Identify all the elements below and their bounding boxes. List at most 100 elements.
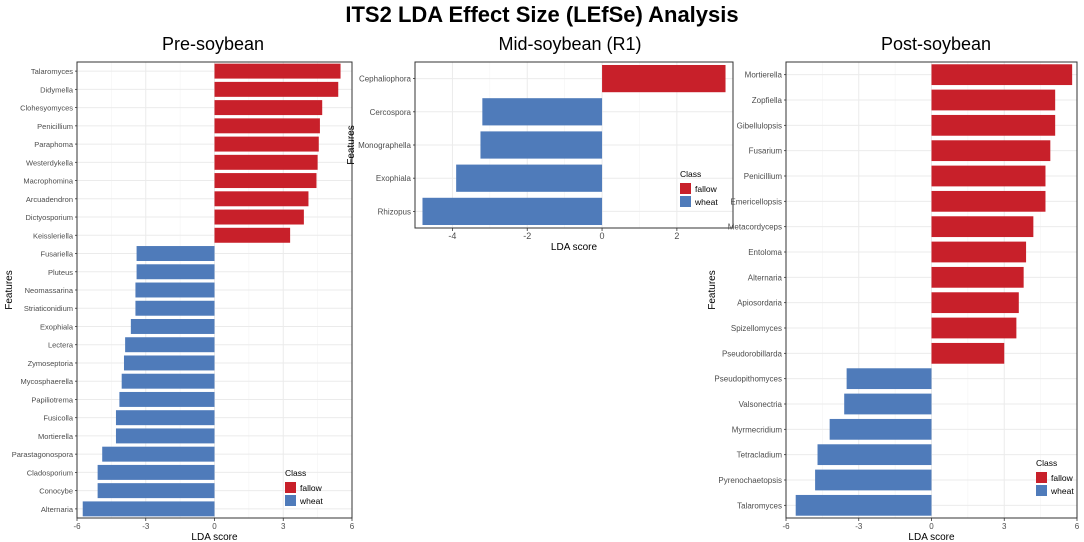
feature-label: Exophiala	[376, 174, 412, 183]
feature-label: Talaromyces	[737, 501, 782, 510]
legend-swatch-fallow	[1036, 472, 1047, 483]
bar-myrmecridium-wheat	[829, 418, 932, 440]
feature-label: Monographella	[358, 141, 411, 150]
feature-label: Striaticonidium	[24, 304, 73, 313]
bar-penicillium-fallow	[214, 118, 320, 134]
bar-penicillium-fallow	[931, 165, 1046, 187]
bar-mortierella-fallow	[931, 64, 1073, 86]
x-tick-label: -3	[142, 522, 150, 531]
legend-label-fallow: fallow	[1051, 473, 1074, 483]
feature-label: Apiosordaria	[737, 299, 782, 308]
bar-emericellopsis-fallow	[931, 190, 1046, 212]
bar-pseudorobillarda-fallow	[931, 342, 1005, 364]
legend-swatch-wheat	[285, 495, 296, 506]
x-tick-label: -6	[73, 522, 81, 531]
chart-title: Post-soybean	[881, 34, 991, 54]
feature-label: Penicillium	[37, 122, 73, 131]
bar-striaticonidium-wheat	[135, 300, 215, 316]
bar-rhizopus-wheat	[422, 197, 603, 226]
bar-mortierella-wheat	[115, 428, 215, 444]
feature-label: Rhizopus	[378, 207, 411, 216]
bar-talaromyces-wheat	[795, 494, 932, 516]
x-axis-label: LDA score	[908, 532, 955, 542]
x-tick-label: 6	[350, 522, 355, 531]
legend-title: Class	[1036, 458, 1057, 468]
bar-parastagonospora-wheat	[102, 446, 215, 462]
bar-mycosphaerella-wheat	[121, 373, 215, 389]
bar-apiosordaria-fallow	[931, 292, 1019, 314]
feature-label: Pseudopithomyces	[714, 375, 782, 384]
feature-label: Papiliotrema	[31, 395, 74, 404]
bar-paraphoma-fallow	[214, 136, 319, 152]
x-tick-label: 3	[1002, 522, 1007, 531]
bar-conocybe-wheat	[97, 483, 215, 499]
bar-exophiala-wheat	[456, 164, 603, 192]
feature-label: Mycosphaerella	[20, 377, 73, 386]
bar-cephaliophora-fallow	[602, 64, 726, 93]
bar-exophiala-wheat	[130, 319, 215, 334]
feature-label: Emericellopsis	[730, 197, 782, 206]
feature-label: Myrmecridium	[732, 425, 783, 434]
bar-zymoseptoria-wheat	[123, 355, 215, 371]
feature-label: Conocybe	[39, 487, 73, 496]
bar-lectera-wheat	[125, 337, 215, 353]
bar-talaromyces-fallow	[214, 63, 341, 79]
x-tick-label: 3	[281, 522, 286, 531]
x-tick-label: 0	[212, 522, 217, 531]
bar-papiliotrema-wheat	[119, 391, 215, 407]
bar-cercospora-wheat	[482, 98, 603, 126]
feature-label: Valsonectria	[739, 400, 783, 409]
bar-fusarium-fallow	[931, 140, 1051, 162]
y-axis-label: Features	[4, 270, 15, 309]
chart-title: Mid-soybean (R1)	[498, 34, 641, 54]
feature-label: Mortierella	[745, 71, 783, 80]
feature-label: Lectera	[48, 341, 74, 350]
bar-arcuadendron-fallow	[214, 191, 309, 207]
bar-monographella-wheat	[480, 131, 603, 159]
legend-label-wheat: wheat	[694, 197, 718, 207]
feature-label: Westerdykella	[26, 158, 74, 167]
feature-label: Pseudorobillarda	[722, 349, 783, 358]
legend: Class fallow wheat	[680, 169, 718, 207]
legend-swatch-wheat	[680, 196, 691, 207]
feature-label: Spizellomyces	[731, 324, 782, 333]
y-axis-label: Features	[346, 125, 357, 164]
feature-label: Mortierella	[38, 432, 74, 441]
feature-label: Fusarium	[749, 147, 783, 156]
plot-border	[414, 61, 734, 229]
x-tick-label: 2	[674, 231, 679, 241]
legend: Class fallow wheat	[285, 468, 323, 506]
bar-alternaria-fallow	[931, 266, 1024, 288]
feature-label: Arcuadendron	[26, 195, 73, 204]
chart-title: Pre-soybean	[162, 34, 264, 54]
x-tick-label: 0	[929, 522, 934, 531]
feature-label: Cercospora	[370, 108, 412, 117]
feature-label: Exophiala	[40, 322, 74, 331]
bar-gibellulopsis-fallow	[931, 114, 1056, 136]
bar-fusicolla-wheat	[115, 410, 215, 426]
x-axis-label: LDA score	[191, 532, 238, 542]
bar-keissleriella-fallow	[214, 227, 291, 243]
feature-label: Metacordyceps	[728, 223, 782, 232]
legend-title: Class	[680, 169, 701, 179]
feature-label: Pyrenochaetopsis	[718, 476, 782, 485]
bar-spizellomyces-fallow	[931, 317, 1017, 339]
feature-label: Zopfiella	[752, 96, 783, 105]
x-tick-label: -2	[523, 231, 531, 241]
feature-label: Gibellulopsis	[737, 121, 782, 130]
feature-label: Keissleriella	[33, 231, 74, 240]
legend-label-fallow: fallow	[300, 483, 323, 493]
legend: Class fallow wheat	[1036, 458, 1074, 496]
x-tick-label: -3	[855, 522, 863, 531]
bar-didymella-fallow	[214, 81, 339, 97]
feature-label: Alternaria	[748, 273, 783, 282]
feature-label: Pluteus	[48, 268, 73, 277]
legend-swatch-fallow	[680, 183, 691, 194]
x-tick-label: -4	[448, 231, 456, 241]
x-tick-label: 0	[600, 231, 605, 241]
legend-label-wheat: wheat	[1050, 486, 1074, 496]
feature-label: Macrophomina	[23, 177, 73, 186]
feature-label: Parastagonospora	[12, 450, 74, 459]
bar-dictyosporium-fallow	[214, 209, 304, 225]
bar-pseudopithomyces-wheat	[846, 368, 932, 390]
